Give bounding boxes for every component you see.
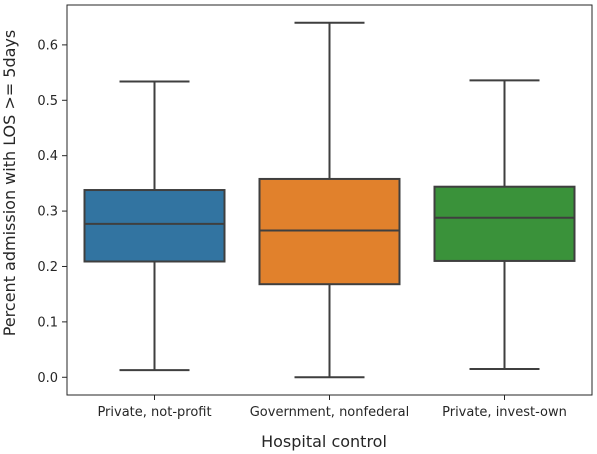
box-group	[83, 80, 226, 372]
iqr-box	[258, 177, 401, 286]
x-axis-label: Hospital control	[261, 432, 387, 451]
plot-frame	[66, 4, 593, 396]
iqr-box	[83, 189, 226, 263]
y-tick-label: 0.1	[37, 315, 58, 330]
y-tick-label: 0.0	[37, 371, 58, 386]
plot-area	[83, 21, 576, 379]
y-axis-ticks: 0.0 0.1 0.2 0.3 0.4 0.5 0.6	[37, 38, 67, 386]
y-axis-label: Percent admission with LOS >= 5days	[0, 30, 19, 336]
iqr-box	[433, 185, 576, 262]
y-tick-label: 0.2	[37, 260, 58, 275]
x-tick-label: Private, not-profit	[97, 405, 211, 420]
x-tick-label: Government, nonfederal	[250, 405, 410, 420]
y-tick-label: 0.4	[37, 149, 58, 164]
y-tick-label: 0.6	[37, 38, 58, 53]
y-tick-label: 0.3	[37, 205, 58, 220]
box-group	[433, 79, 576, 370]
x-tick-label: Private, invest-own	[442, 405, 567, 420]
box-group	[258, 21, 401, 379]
x-axis-ticks: Private, not-profit Government, nonfedera…	[97, 395, 567, 420]
y-tick-label: 0.5	[37, 94, 58, 109]
